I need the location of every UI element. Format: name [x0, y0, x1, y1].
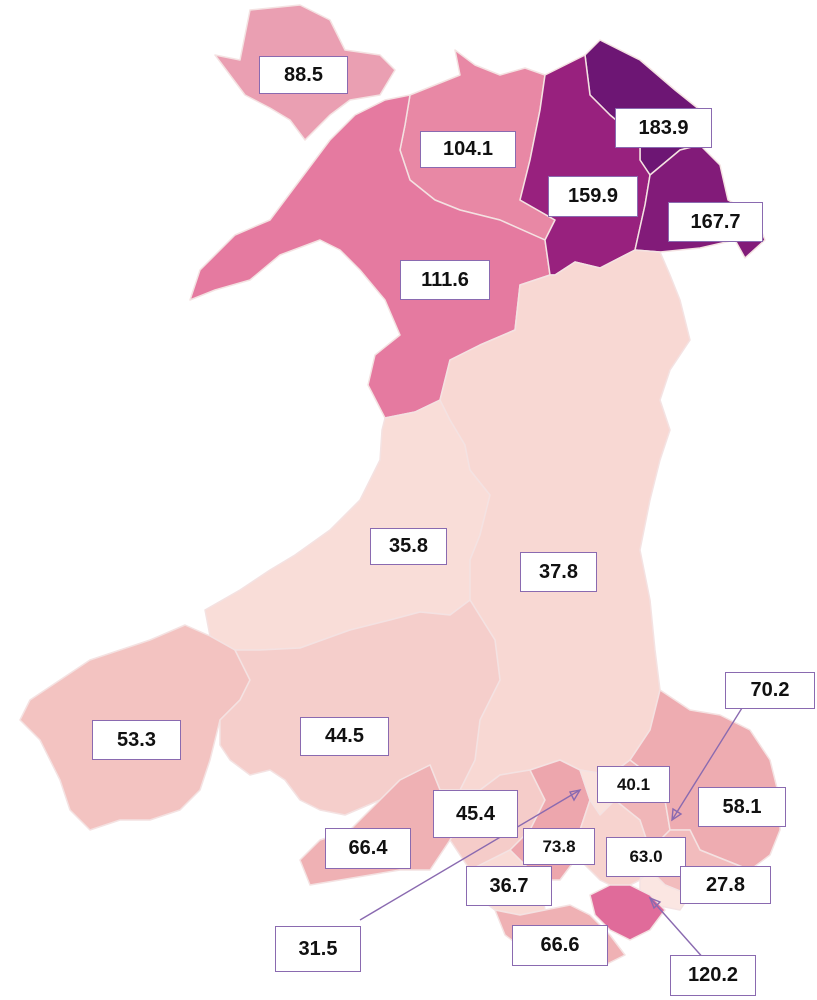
region-cardiff: [589, 884, 666, 941]
leader-arrow-120-2: [648, 896, 662, 910]
label-anglesey: 88.5: [259, 56, 348, 94]
leader-line-31-5: [359, 789, 581, 921]
label-vale-of-glamorgan: 66.6: [512, 925, 608, 966]
label-denbighshire: 159.9: [548, 176, 638, 217]
label-neath-port-talbot: 45.4: [433, 790, 518, 838]
region-gwynedd: [189, 94, 551, 419]
label-carmarthenshire: 44.5: [300, 717, 389, 756]
label-caerphilly: 40.1: [597, 766, 670, 803]
label-swansea: 66.4: [325, 828, 411, 869]
label-cardiff: 120.2: [670, 955, 756, 996]
leader-arrow-70-2: [671, 807, 683, 822]
region-ceredigion: [204, 399, 491, 651]
label-flintshire: 183.9: [615, 108, 712, 148]
label-torfaen: 27.8: [680, 866, 771, 904]
label-ceredigion: 35.8: [370, 528, 447, 565]
label-newport: 58.1: [698, 787, 786, 827]
label-blaenau-gwent: 63.0: [606, 837, 686, 877]
leader-line-70-2: [671, 707, 743, 821]
leader-line-120-2: [649, 897, 706, 961]
label-monmouthshire: 70.2: [725, 672, 815, 709]
label-conwy: 104.1: [420, 131, 516, 168]
label-gwynedd: 111.6: [400, 260, 490, 300]
label-wrexham: 167.7: [668, 202, 763, 242]
label-bridgend: 36.7: [466, 866, 552, 906]
label-pembrokeshire: 53.3: [92, 720, 181, 760]
label-merthyr-tydfil: 31.5: [275, 926, 361, 972]
label-powys: 37.8: [520, 552, 597, 592]
leader-arrow-31-5: [568, 789, 582, 802]
label-rhondda-cynon-taf: 73.8: [523, 828, 595, 865]
